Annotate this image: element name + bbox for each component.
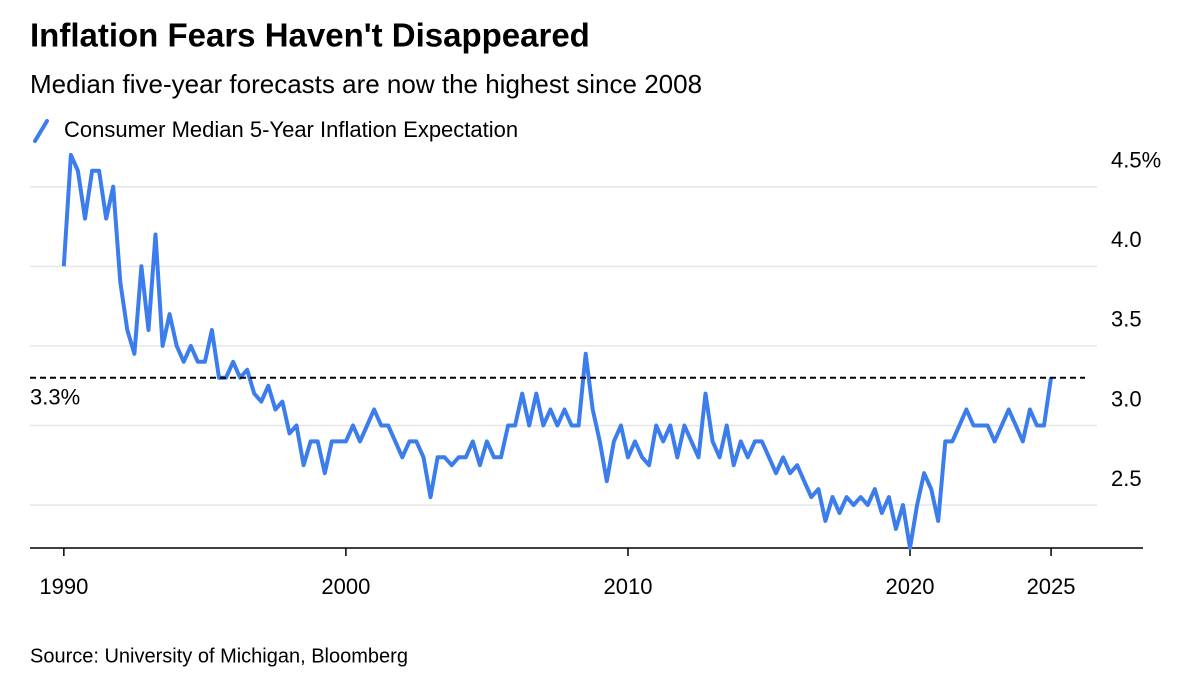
data-line [61, 152, 1053, 550]
chart-subtitle: Median five-year forecasts are now the h… [30, 69, 702, 99]
y-tick-label: 4.0 [1111, 227, 1142, 252]
y-tick-label: 3.0 [1111, 386, 1142, 411]
source: Source: University of Michigan, Bloomber… [30, 645, 408, 667]
x-tick-label: 2010 [603, 574, 652, 599]
reference-label: 3.3% [30, 385, 80, 410]
y-tick-label: 3.5 [1111, 307, 1142, 332]
y-tick-label: 2.5 [1111, 466, 1142, 491]
x-tick-label: 1990 [39, 574, 88, 599]
legend-label: Consumer Median 5-Year Inflation Expecta… [64, 117, 518, 142]
y-tick-label: 4.5% [1111, 148, 1161, 173]
x-tick-label: 2025 [1027, 574, 1076, 599]
chart-title: Inflation Fears Haven't Disappeared [30, 17, 590, 54]
legend-swatch [33, 119, 49, 143]
x-tick-label: 2020 [886, 574, 935, 599]
x-tick-label: 2000 [321, 574, 370, 599]
